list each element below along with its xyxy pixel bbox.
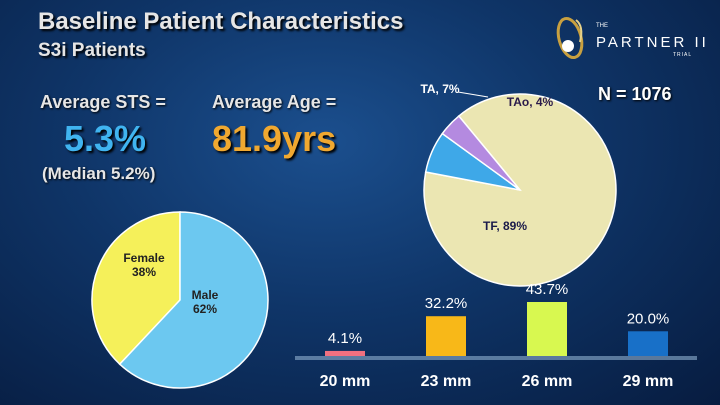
age-value: 81.9yrs [212, 118, 337, 159]
bar-baseline [295, 356, 697, 360]
gender-slice-female [91, 211, 181, 366]
gender-label-male: Male 62% [192, 288, 219, 316]
bar-value-label: 32.2% [425, 295, 468, 312]
bar-category-label: 29 mm [623, 373, 674, 390]
sts-label: Average STS = [40, 92, 166, 112]
access-slice-tao [441, 114, 521, 191]
partner-logo: THE PARTNER II TRIAL [556, 16, 709, 60]
logo-the: THE [596, 23, 608, 29]
bar-value-label: 4.1% [328, 330, 362, 347]
gender-pie-chart: Female 38% Male 62% [91, 211, 269, 389]
logo-trial: TRIAL [673, 52, 692, 58]
page-title: Baseline Patient Characteristics [38, 8, 404, 35]
n-count: N = 1076 [598, 84, 672, 104]
logo-emblem-icon [556, 16, 584, 60]
bar-category-label: 23 mm [421, 373, 472, 390]
access-label-tao: TAo, 4% [507, 95, 554, 109]
bar-26mm [527, 302, 567, 356]
access-label-ta: TA, 7% [420, 82, 459, 96]
bar-category-label: 26 mm [522, 373, 573, 390]
ta-leader-line [457, 91, 489, 98]
access-label-tf: TF, 89% [483, 219, 527, 233]
gender-slice-male [118, 211, 269, 389]
sts-value: 5.3% [64, 118, 147, 159]
bar-29mm [628, 331, 668, 356]
gender-label-female: Female 38% [123, 251, 165, 279]
bar-category-label: 20 mm [320, 373, 371, 390]
bar-23mm [426, 316, 466, 356]
age-label: Average Age = [212, 92, 337, 112]
page-subtitle: S3i Patients [38, 40, 146, 61]
bar-value-label: 43.7% [526, 281, 569, 298]
valve-size-bar-chart: 4.1% 20 mm 32.2% 23 mm 43.7% 26 mm 20.0% 29 mm [295, 281, 697, 390]
bar-value-label: 20.0% [627, 310, 670, 327]
logo-name: PARTNER II [596, 34, 709, 51]
bar-20mm [325, 350, 365, 356]
sts-median: (Median 5.2%) [42, 164, 156, 183]
access-route-pie-chart: TF, 89% TA, 7% TAo, 4% [420, 82, 617, 287]
access-slice-tf [423, 93, 617, 287]
